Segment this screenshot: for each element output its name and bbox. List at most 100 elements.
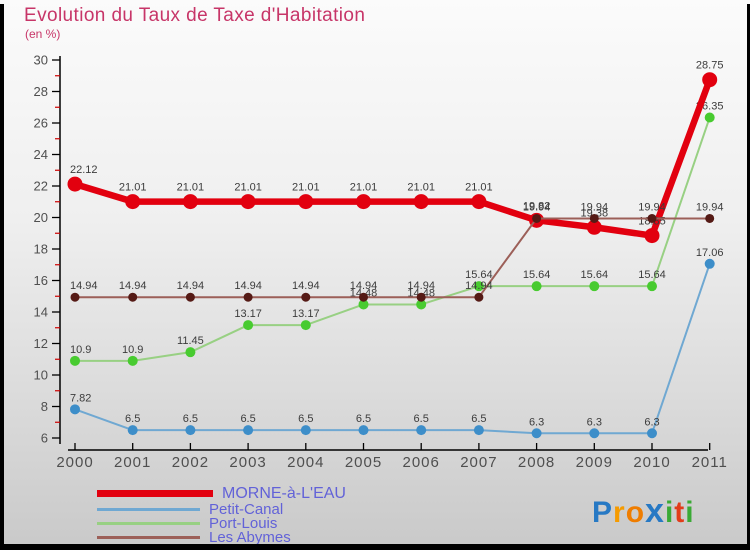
x-tick-label: 2002 [172, 454, 209, 471]
series-line-1 [74, 262, 711, 435]
data-point [704, 258, 715, 269]
data-label: 14.94 [119, 280, 147, 292]
data-label: 6.5 [125, 413, 140, 425]
data-label: 6.3 [644, 416, 659, 428]
legend-item-les-abymes: Les Abymes [97, 528, 346, 546]
data-point [127, 355, 138, 366]
data-label: 19.94 [523, 201, 551, 213]
data-point [702, 72, 718, 88]
legend-swatch-morne-a-leau [97, 490, 213, 497]
x-tick-label: 2003 [229, 454, 266, 471]
data-point [531, 281, 542, 292]
y-tick-label: 14 [34, 305, 48, 320]
x-tick-label: 2007 [460, 454, 497, 471]
data-label: 14.94 [234, 280, 262, 292]
data-point [359, 292, 368, 302]
data-point [300, 320, 311, 331]
y-tick-label: 30 [34, 53, 48, 68]
data-label: 6.5 [414, 413, 429, 425]
data-point [70, 355, 80, 366]
proxiti-logo: Proxiti [592, 492, 695, 531]
data-label: 21.01 [407, 182, 435, 194]
data-point [70, 292, 80, 302]
border-bottom [0, 544, 750, 550]
legend-swatch-petit-canal [97, 507, 200, 511]
data-point [70, 404, 80, 415]
data-point [182, 194, 198, 210]
data-label: 14.94 [292, 280, 320, 292]
data-point [647, 428, 657, 439]
legend-item-port-louis: Port-Louis [97, 515, 346, 532]
data-point [185, 347, 196, 358]
series-line-0 [71, 76, 713, 239]
data-point [298, 194, 314, 210]
legend-label-petit-canal: Petit-Canal [209, 500, 284, 518]
data-label: 14.94 [70, 280, 98, 292]
data-label: 13.17 [292, 308, 320, 320]
y-tick-label: 18 [34, 242, 48, 257]
data-point [300, 425, 311, 436]
data-point [416, 425, 427, 436]
border-right [747, 4, 750, 550]
data-point [473, 425, 484, 436]
data-point [240, 194, 256, 210]
logo-letter: r [613, 496, 626, 529]
data-label: 15.64 [523, 269, 551, 281]
data-point [647, 213, 657, 223]
data-point [704, 112, 715, 123]
data-point [647, 281, 657, 292]
data-point [413, 194, 429, 210]
data-point [531, 428, 542, 439]
data-point [128, 292, 138, 302]
data-point [243, 425, 254, 436]
data-label: 21.01 [350, 182, 378, 194]
data-label: 15.64 [638, 269, 666, 281]
data-label: 14.94 [465, 280, 493, 292]
data-label: 21.01 [119, 182, 147, 194]
x-tick-label: 2000 [56, 454, 93, 471]
data-point [127, 425, 138, 436]
data-point [356, 194, 371, 210]
series-line-3 [74, 217, 711, 299]
data-label: 19.94 [581, 201, 609, 213]
logo-letter: o [625, 496, 646, 529]
data-point [416, 299, 427, 310]
data-point [589, 428, 600, 439]
series-line-2 [74, 116, 711, 362]
data-label: 19.38 [581, 207, 609, 219]
y-tick-label: 24 [34, 147, 48, 162]
data-label: 15.64 [581, 269, 609, 281]
logo-letter: i [664, 496, 675, 529]
x-tick-label: 2006 [403, 454, 440, 471]
y-tick-label: 16 [34, 273, 48, 288]
data-label: 14.94 [407, 280, 435, 292]
y-tick-label: 6 [41, 431, 48, 446]
data-label: 22.12 [70, 164, 98, 176]
legend-label-les-abymes: Les Abymes [209, 528, 291, 546]
data-label: 21.01 [234, 182, 262, 194]
data-label: 14.94 [177, 280, 205, 292]
data-label: 13.17 [234, 308, 262, 320]
x-tick-label: 2010 [633, 454, 670, 471]
data-point [474, 292, 484, 302]
data-label: 28.75 [696, 60, 724, 72]
legend-item-petit-canal: Petit-Canal [97, 500, 346, 518]
data-point [67, 176, 83, 192]
x-tick-label: 2009 [576, 454, 613, 471]
border-left [0, 4, 4, 550]
data-point [243, 292, 253, 302]
data-label: 6.3 [529, 416, 544, 428]
data-point [185, 292, 195, 302]
logo-letter: i [685, 496, 695, 529]
data-point [532, 213, 542, 223]
data-label: 10.9 [122, 344, 143, 356]
legend-swatch-les-abymes [97, 535, 200, 539]
data-label: 11.45 [177, 335, 204, 347]
data-label: 21.01 [292, 182, 320, 194]
data-point [243, 320, 254, 331]
x-tick-label: 2005 [345, 454, 382, 471]
data-point [416, 292, 426, 302]
legend: MORNE-à-L'EAU Petit-Canal Port-Louis Les… [97, 485, 346, 546]
x-tick-label: 2008 [518, 454, 555, 471]
y-tick-label: 10 [34, 368, 48, 383]
